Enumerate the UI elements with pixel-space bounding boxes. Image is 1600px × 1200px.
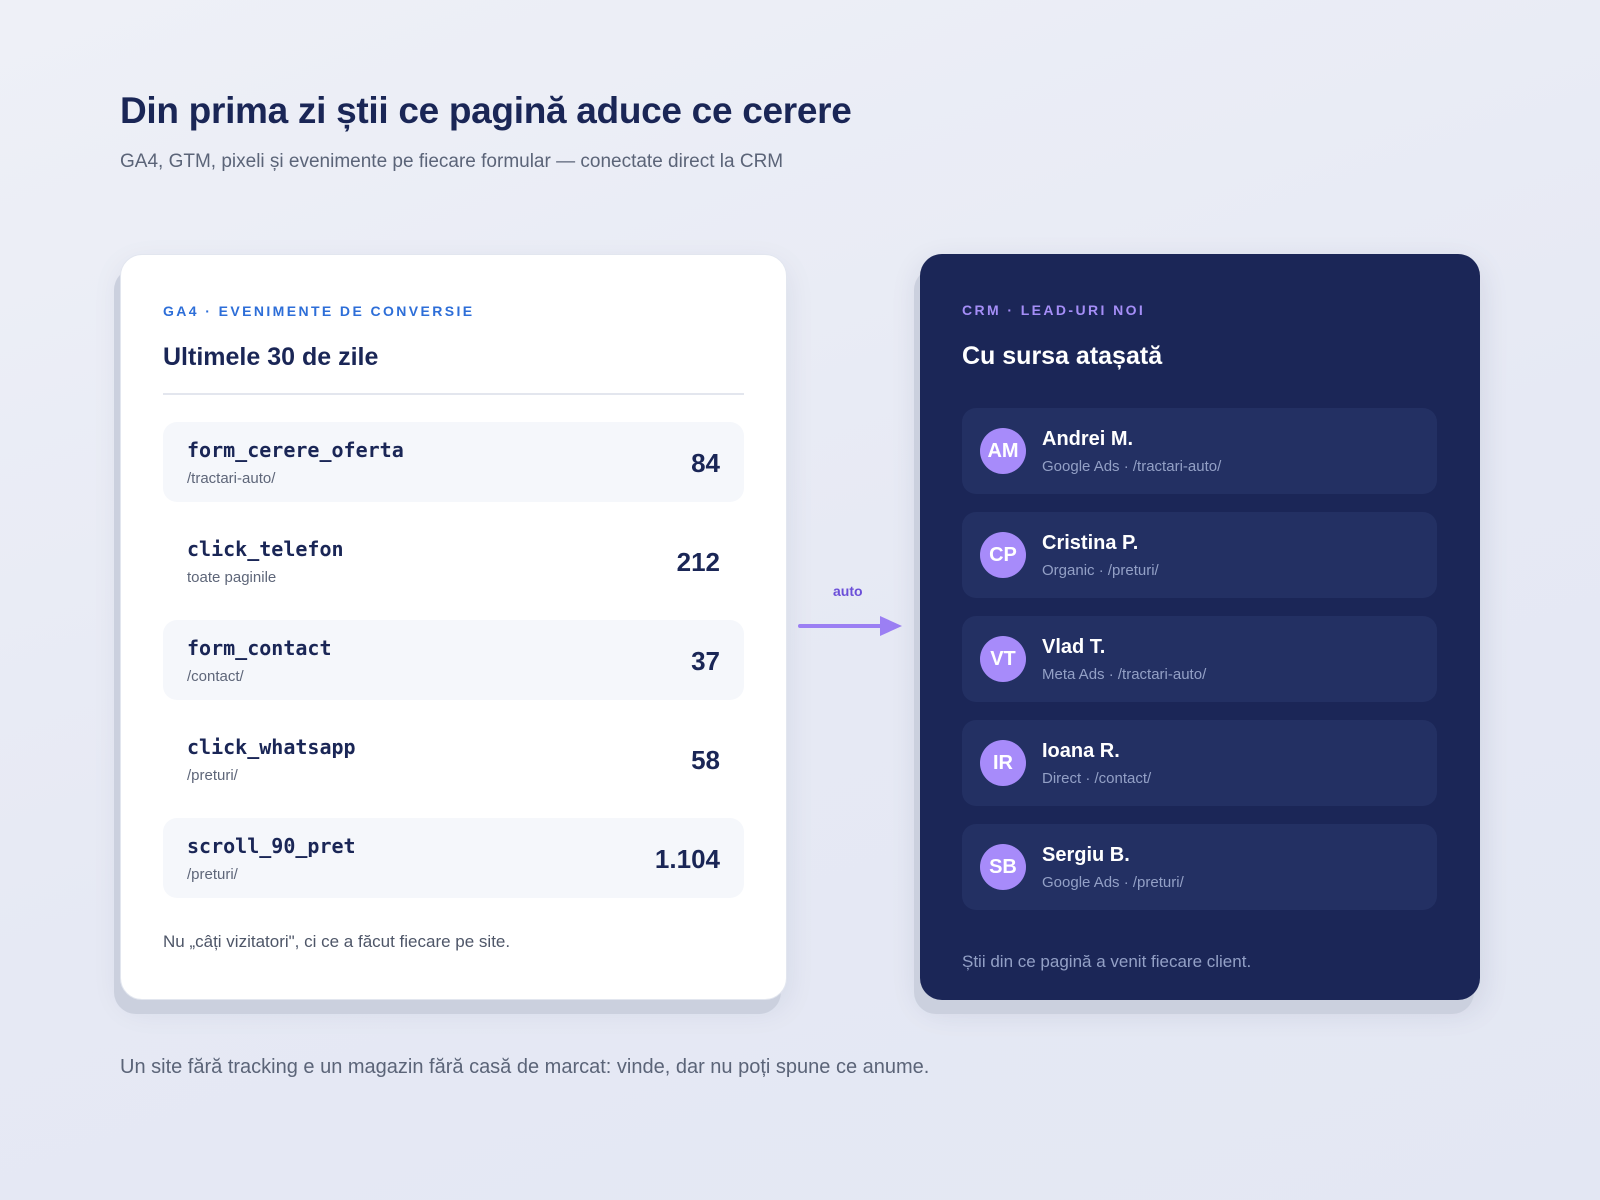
lead-name: Cristina P. bbox=[1042, 532, 1139, 554]
lead-name: Vlad T. bbox=[1042, 636, 1106, 658]
lead-list: AM Andrei M. Google Ads · /tractari-auto… bbox=[962, 408, 1437, 928]
ga4-card-divider bbox=[163, 393, 744, 395]
avatar: IR bbox=[980, 740, 1026, 786]
event-page: /tractari-auto/ bbox=[187, 470, 276, 487]
crm-card-footnote: Știi din ce pagină a venit fiecare clien… bbox=[962, 952, 1252, 971]
event-row: form_cerere_oferta /tractari-auto/ 84 bbox=[163, 422, 744, 502]
lead-name: Sergiu B. bbox=[1042, 844, 1130, 866]
event-count: 1.104 bbox=[654, 844, 720, 874]
avatar: SB bbox=[980, 844, 1026, 890]
event-name: form_cerere_oferta bbox=[187, 438, 404, 462]
event-row: click_telefon toate paginile 212 bbox=[163, 521, 744, 601]
event-name: scroll_90_pret bbox=[187, 834, 356, 858]
crm-card-heading: Cu sursa atașată bbox=[962, 342, 1163, 370]
event-row: scroll_90_pret /preturi/ 1.104 bbox=[163, 818, 744, 898]
event-count: 58 bbox=[691, 745, 720, 775]
connector-label: auto bbox=[833, 583, 863, 599]
ga4-card-footnote: Nu „câți vizitatori", ci ce a făcut fiec… bbox=[163, 932, 511, 951]
event-name: click_whatsapp bbox=[187, 735, 356, 759]
avatar: VT bbox=[980, 636, 1026, 682]
event-name: click_telefon bbox=[187, 537, 344, 561]
event-row: click_whatsapp /preturi/ 58 bbox=[163, 719, 744, 799]
event-page: /preturi/ bbox=[187, 866, 238, 883]
lead-name: Andrei M. bbox=[1042, 428, 1134, 450]
page-subtitle: GA4, GTM, pixeli și evenimente pe fiecar… bbox=[120, 151, 784, 172]
event-name: form_contact bbox=[187, 636, 332, 660]
arrow-right-icon bbox=[798, 616, 902, 636]
avatar: AM bbox=[980, 428, 1026, 474]
crm-card-eyebrow: CRM · LEAD-URI NOI bbox=[962, 302, 1146, 318]
lead-item: VT Vlad T. Meta Ads · /tractari-auto/ bbox=[962, 616, 1437, 702]
lead-item: IR Ioana R. Direct · /contact/ bbox=[962, 720, 1437, 806]
event-page: toate paginile bbox=[187, 569, 277, 586]
event-count: 37 bbox=[691, 646, 720, 676]
lead-source: Organic · /preturi/ bbox=[1042, 562, 1159, 579]
event-count: 84 bbox=[691, 448, 720, 478]
lead-item: AM Andrei M. Google Ads · /tractari-auto… bbox=[962, 408, 1437, 494]
lead-name: Ioana R. bbox=[1042, 740, 1120, 762]
ga4-card-eyebrow: GA4 · EVENIMENTE DE CONVERSIE bbox=[163, 303, 475, 319]
event-page: /preturi/ bbox=[187, 767, 238, 784]
crm-leads-card: CRM · LEAD-URI NOI Cu sursa atașată AM A… bbox=[920, 254, 1480, 1000]
event-list: form_cerere_oferta /tractari-auto/ 84 cl… bbox=[163, 422, 744, 917]
footer-note: Un site fără tracking e un magazin fără … bbox=[120, 1056, 930, 1078]
event-row: form_contact /contact/ 37 bbox=[163, 620, 744, 700]
event-page: /contact/ bbox=[187, 668, 244, 685]
lead-source: Meta Ads · /tractari-auto/ bbox=[1042, 666, 1207, 683]
ga4-events-card: GA4 · EVENIMENTE DE CONVERSIE Ultimele 3… bbox=[120, 254, 787, 1000]
lead-source: Google Ads · /tractari-auto/ bbox=[1042, 458, 1222, 475]
lead-source: Direct · /contact/ bbox=[1042, 770, 1152, 787]
ga4-card-heading: Ultimele 30 de zile bbox=[163, 343, 379, 371]
lead-item: CP Cristina P. Organic · /preturi/ bbox=[962, 512, 1437, 598]
lead-source: Google Ads · /preturi/ bbox=[1042, 874, 1184, 891]
page-title: Din prima zi știi ce pagină aduce ce cer… bbox=[120, 90, 852, 131]
lead-item: SB Sergiu B. Google Ads · /preturi/ bbox=[962, 824, 1437, 910]
event-count: 212 bbox=[676, 547, 720, 577]
avatar: CP bbox=[980, 532, 1026, 578]
